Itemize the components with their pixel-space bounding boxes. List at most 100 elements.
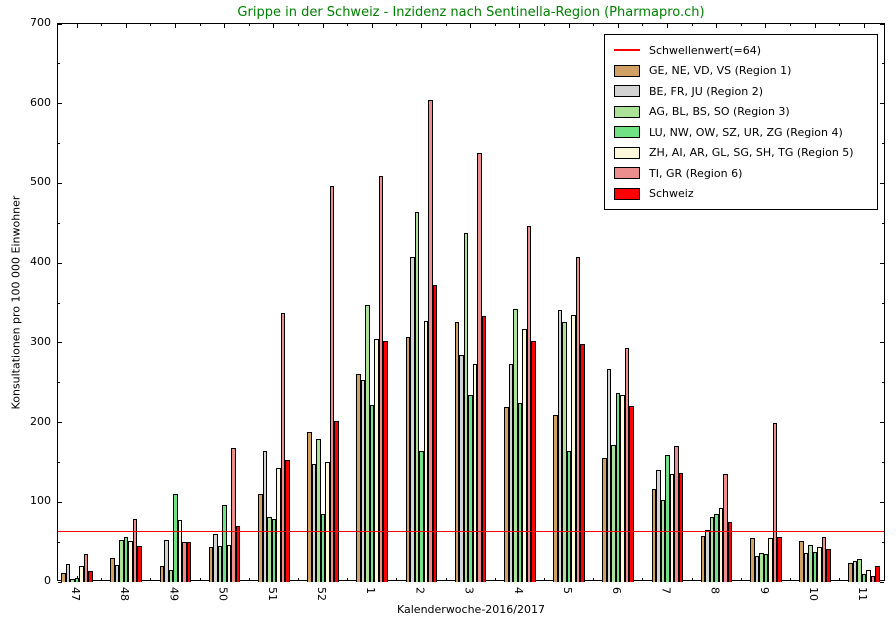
x-tick (789, 578, 791, 580)
legend-swatch (614, 187, 640, 200)
legend-swatch (614, 167, 640, 180)
x-tick (642, 24, 644, 26)
x-tick (420, 24, 422, 28)
legend-label: ZH, AI, AR, GL, SG, SH, TG (Region 5) (649, 146, 854, 160)
y-tick (882, 222, 884, 224)
y-tick (880, 342, 884, 344)
legend-label: TI, GR (Region 6) (649, 166, 743, 180)
bar (700, 535, 706, 582)
y-tick (58, 182, 62, 184)
y-tick (58, 143, 60, 145)
bar (182, 542, 187, 582)
bar (459, 354, 464, 582)
legend-item: AG, BL, BS, SO (Region 3) (614, 102, 877, 123)
bar (123, 536, 129, 582)
x-tick (445, 578, 447, 580)
x-tick (593, 24, 595, 26)
bar (709, 517, 715, 582)
legend: Schwellenwert(=64) GE, NE, VD, VS (Region… (604, 34, 878, 210)
x-tick (617, 24, 619, 28)
legend-item: Schweiz (614, 184, 877, 205)
x-tick (716, 24, 718, 28)
y-tick (882, 302, 884, 304)
y-tick (880, 103, 884, 105)
bar (110, 558, 115, 582)
bar (356, 373, 361, 582)
bar (812, 551, 818, 582)
bar (763, 554, 769, 582)
bar (419, 450, 424, 582)
x-tick-label: 11 (856, 587, 870, 601)
x-tick (199, 24, 201, 26)
legend-label: LU, NW, OW, SZ, UR, ZG (Region 4) (649, 125, 843, 139)
plot-area: Schwellenwert(=64) GE, NE, VD, VS (Region… (57, 23, 885, 583)
x-tick (150, 578, 152, 580)
bar (875, 566, 880, 582)
bar (276, 468, 281, 582)
bar (477, 153, 482, 582)
legend-swatch (614, 105, 640, 118)
bar (88, 570, 93, 582)
x-tick (347, 578, 349, 580)
x-tick (666, 24, 668, 28)
x-tick (543, 24, 545, 26)
y-tick (882, 461, 884, 463)
bar (159, 566, 165, 582)
x-tick-label: 47 (69, 587, 82, 601)
bar (208, 546, 214, 582)
bar (808, 544, 813, 582)
bar (821, 536, 827, 582)
y-tick-label: 100 (30, 494, 51, 508)
bar (325, 461, 330, 582)
bar (575, 256, 581, 582)
bar (817, 546, 822, 582)
legend-label: Schweiz (649, 187, 694, 201)
x-tick-label: 8 (708, 587, 722, 594)
x-tick (740, 578, 742, 580)
bar (624, 347, 630, 582)
bar (504, 406, 509, 582)
legend-label: GE, NE, VD, VS (Region 1) (649, 64, 792, 78)
bar (173, 494, 178, 582)
bar (562, 322, 567, 582)
bar (468, 394, 473, 582)
bar (114, 564, 120, 582)
x-tick (273, 24, 275, 28)
bar (602, 457, 607, 582)
bar (723, 474, 728, 582)
y-tick-label: 0 (44, 574, 51, 587)
x-tick (297, 24, 299, 26)
x-tick (174, 24, 176, 28)
bar (857, 558, 862, 582)
y-tick (882, 63, 884, 65)
y-tick-label: 300 (30, 334, 51, 348)
bar (522, 329, 527, 582)
bar (727, 522, 733, 582)
bar (428, 99, 433, 582)
x-tick-label: 2 (413, 587, 427, 594)
bar (615, 393, 621, 582)
y-tick (880, 23, 884, 25)
y-tick (58, 63, 60, 65)
x-tick (494, 24, 496, 26)
x-tick (839, 578, 841, 580)
chart-title: Grippe in der Schweiz - Inzidenz nach Se… (237, 5, 705, 20)
bar (74, 578, 80, 582)
y-tick (58, 581, 62, 583)
x-tick-label: 48 (118, 587, 132, 601)
legend-swatch (614, 146, 640, 159)
x-tick (691, 24, 693, 26)
bar (222, 504, 227, 582)
bar (557, 310, 563, 582)
x-tick (396, 578, 398, 580)
x-tick (568, 24, 570, 28)
legend-item: TI, GR (Region 6) (614, 163, 877, 184)
bar (414, 212, 420, 582)
bar (472, 363, 478, 582)
x-tick (765, 24, 767, 28)
bar (235, 526, 241, 582)
y-tick-label: 200 (30, 414, 51, 428)
y-tick (882, 143, 884, 145)
bar (365, 304, 370, 582)
